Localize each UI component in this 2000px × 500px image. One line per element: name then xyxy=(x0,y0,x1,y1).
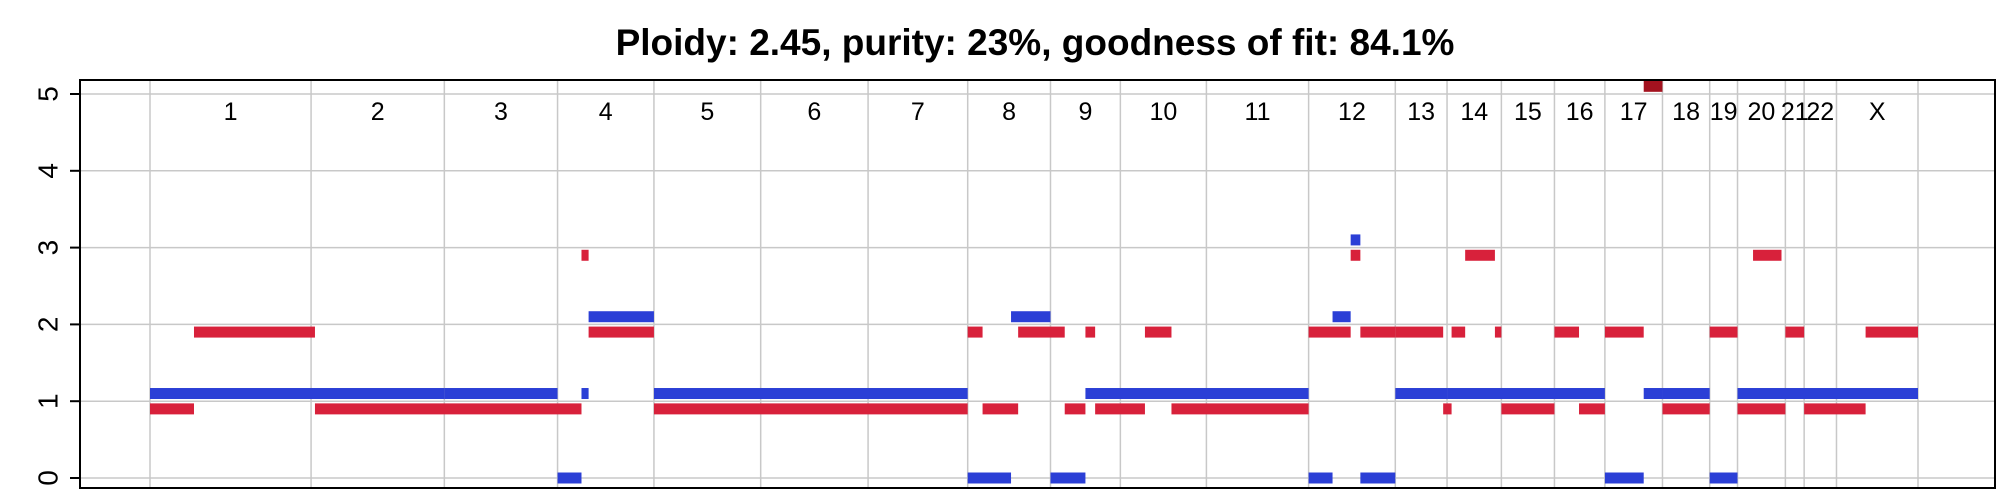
major-allele-segment xyxy=(1171,403,1309,415)
minor-allele-segment xyxy=(557,472,582,484)
minor-allele-segment xyxy=(1332,311,1351,323)
major-allele-segment xyxy=(1144,326,1172,338)
chromosome-label-15: 15 xyxy=(1514,98,1542,126)
minor-allele-segment xyxy=(1395,388,1448,400)
major-allele-segment xyxy=(1064,403,1086,415)
major-allele-segment xyxy=(1785,326,1805,338)
chromosome-label-1: 1 xyxy=(224,98,238,126)
grid-lines xyxy=(80,80,1995,488)
chromosome-label-22: 22 xyxy=(1806,98,1834,126)
major-allele-segment xyxy=(1395,326,1444,338)
chromosome-label-13: 13 xyxy=(1407,98,1435,126)
chromosome-label-5: 5 xyxy=(700,98,714,126)
chromosome-label-8: 8 xyxy=(1002,98,1016,126)
minor-allele-segment xyxy=(1709,472,1738,484)
y-tick-label-5: 5 xyxy=(32,86,63,102)
plot-frame xyxy=(79,79,1996,489)
chart-title: Ploidy: 2.45, purity: 23%, goodness of f… xyxy=(616,22,1455,63)
minor-allele-segment xyxy=(1011,311,1051,323)
chromosome-label-X: X xyxy=(1869,98,1886,126)
chromosome-label-14: 14 xyxy=(1460,98,1488,126)
chromosome-label-17: 17 xyxy=(1620,98,1648,126)
chromosome-label-21: 21 xyxy=(1781,98,1809,126)
major-allele-segment xyxy=(653,403,968,415)
major-allele-segment xyxy=(1554,326,1580,338)
chromosome-label-20: 20 xyxy=(1748,98,1776,126)
major-allele-segment xyxy=(193,326,315,338)
y-axis: 0 1 2 3 4 5 xyxy=(32,86,80,486)
minor-allele-segment xyxy=(653,388,968,400)
chromosome-label-9: 9 xyxy=(1078,98,1092,126)
chromosome-label-3: 3 xyxy=(494,98,508,126)
y-tick-label-2: 2 xyxy=(32,317,63,333)
major-allele-segment xyxy=(150,403,194,415)
major-allele-segment xyxy=(1753,249,1782,261)
major-allele-segment xyxy=(588,326,654,338)
major-allele-segment xyxy=(1350,249,1361,261)
major-allele-segment xyxy=(1308,326,1351,338)
chromosome-label-19: 19 xyxy=(1710,98,1738,126)
major-allele-segment xyxy=(1604,326,1644,338)
minor-allele-segment xyxy=(444,388,558,400)
minor-allele-segment xyxy=(1308,472,1333,484)
minor-allele-segment xyxy=(1050,472,1086,484)
major-allele-segment xyxy=(1443,403,1452,415)
major-allele-segment xyxy=(1737,403,1786,415)
major-allele-segment xyxy=(1501,403,1555,415)
major-allele-segment xyxy=(1085,326,1096,338)
segments xyxy=(150,80,1918,484)
major-allele-segment xyxy=(1018,326,1065,338)
major-allele-segment xyxy=(581,249,589,261)
major-allele-segment xyxy=(1662,403,1710,415)
minor-allele-segment xyxy=(581,388,589,400)
y-tick-label-1: 1 xyxy=(32,393,63,409)
major-allele-segment xyxy=(1360,326,1396,338)
chromosome-label-2: 2 xyxy=(371,98,385,126)
major-allele-segment xyxy=(1804,403,1866,415)
major-allele-segment xyxy=(967,326,983,338)
y-tick-label-3: 3 xyxy=(32,240,63,256)
major-allele-segment xyxy=(1865,326,1918,338)
minor-allele-segment xyxy=(1662,388,1710,400)
chromosome-label-12: 12 xyxy=(1338,98,1366,126)
minor-allele-segment xyxy=(588,311,654,323)
minor-allele-segment xyxy=(1085,388,1309,400)
chromosome-label-18: 18 xyxy=(1672,98,1700,126)
minor-allele-segment xyxy=(150,388,445,400)
minor-allele-segment xyxy=(1447,388,1605,400)
chromosome-label-7: 7 xyxy=(911,98,925,126)
minor-allele-segment xyxy=(1643,388,1663,400)
chromosome-label-4: 4 xyxy=(599,98,613,126)
minor-allele-segment xyxy=(1360,472,1396,484)
major-allele-segment xyxy=(1579,403,1605,415)
major-allele-segment xyxy=(982,403,1019,415)
major-allele-segment xyxy=(1465,249,1495,261)
major-allele-segment xyxy=(1095,403,1145,415)
chromosome-label-16: 16 xyxy=(1566,98,1594,126)
chromosome-label-11: 11 xyxy=(1245,98,1271,126)
minor-allele-segment xyxy=(1350,234,1361,246)
major-allele-segment xyxy=(314,403,582,415)
major-allele-segment xyxy=(1494,326,1502,338)
major-allele-segment xyxy=(1643,80,1663,92)
y-tick-label-0: 0 xyxy=(32,470,63,486)
chromosome-label-6: 6 xyxy=(807,98,821,126)
major-allele-segment xyxy=(1709,326,1738,338)
chromosome-label-10: 10 xyxy=(1149,98,1177,126)
minor-allele-segment xyxy=(967,472,1012,484)
major-allele-segment xyxy=(1451,326,1466,338)
minor-allele-segment xyxy=(1737,388,1918,400)
minor-allele-segment xyxy=(1604,472,1644,484)
y-tick-label-4: 4 xyxy=(32,163,63,179)
